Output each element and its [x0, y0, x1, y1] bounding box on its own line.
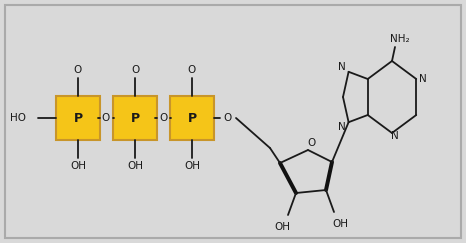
- Text: O: O: [307, 138, 315, 148]
- Text: P: P: [187, 112, 197, 124]
- Text: OH: OH: [70, 161, 86, 171]
- Text: P: P: [130, 112, 139, 124]
- Text: O: O: [188, 65, 196, 75]
- Text: N: N: [391, 131, 399, 141]
- Text: HO: HO: [10, 113, 26, 123]
- FancyBboxPatch shape: [170, 96, 214, 140]
- Text: OH: OH: [332, 219, 348, 229]
- Text: N: N: [338, 62, 345, 72]
- FancyBboxPatch shape: [113, 96, 157, 140]
- Text: O: O: [131, 65, 139, 75]
- FancyBboxPatch shape: [56, 96, 100, 140]
- Text: N: N: [419, 74, 427, 84]
- Text: O: O: [102, 113, 110, 123]
- Text: OH: OH: [127, 161, 143, 171]
- Text: NH₂: NH₂: [390, 34, 410, 44]
- Text: OH: OH: [274, 222, 290, 232]
- Text: O: O: [224, 113, 232, 123]
- Text: P: P: [74, 112, 82, 124]
- Text: N: N: [338, 122, 345, 132]
- Text: O: O: [159, 113, 167, 123]
- Text: OH: OH: [184, 161, 200, 171]
- Text: O: O: [74, 65, 82, 75]
